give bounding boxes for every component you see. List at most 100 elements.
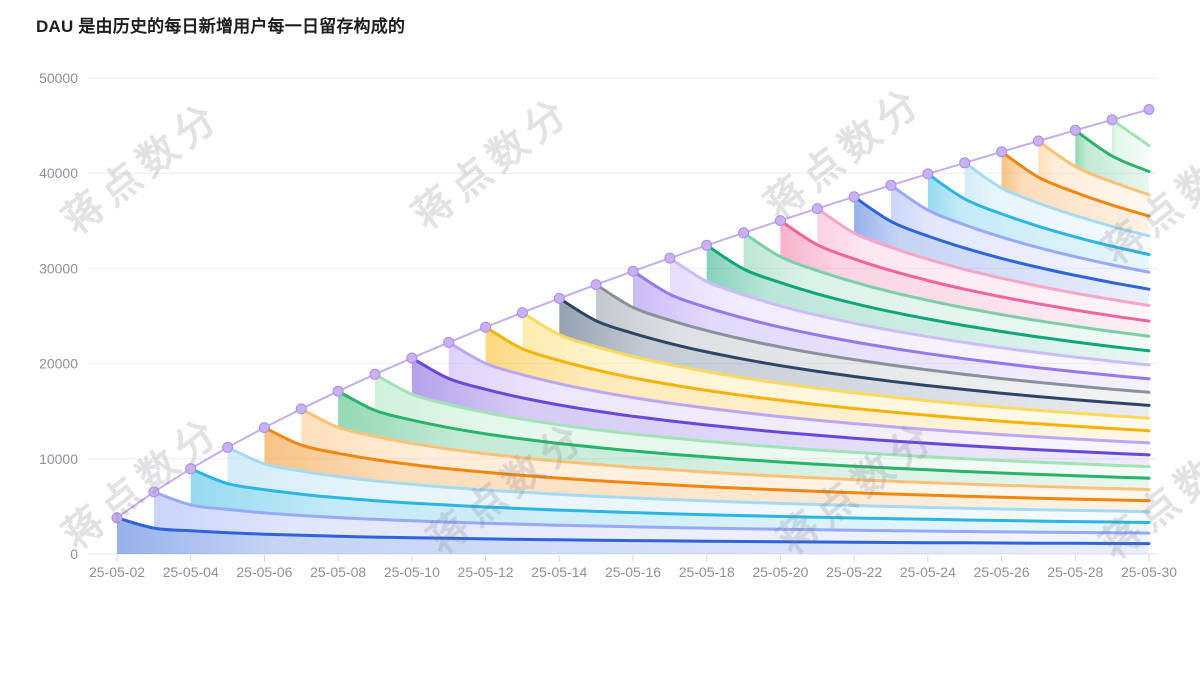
dau-point-25-05-22[interactable] [848,191,860,203]
dau-point-25-05-05[interactable] [222,441,234,453]
x-tick-label: 25-05-26 [974,564,1030,580]
cohort-band-25-05-29[interactable] [1112,119,1149,172]
x-tick-label: 25-05-18 [679,564,735,580]
cohort-band-25-05-04[interactable] [190,468,1149,534]
cohort-retention-line-25-05-06 [262,426,1151,503]
x-tick-label: 25-05-16 [605,564,661,580]
cohort-band-25-05-21[interactable] [817,208,1149,322]
dau-point-25-05-21[interactable] [811,203,823,215]
dau-point-25-05-16[interactable] [627,265,639,277]
cohort-retention-line-25-05-10 [410,356,1151,457]
y-tick-label: 20000 [39,356,78,372]
dau-point-25-05-17[interactable] [664,252,676,264]
cohort-band-25-05-02[interactable] [117,517,1149,554]
cohort-retention-line-25-05-04 [189,467,1151,524]
cohort-band-25-05-06[interactable] [264,427,1149,512]
cohort-band-25-05-09[interactable] [375,374,1149,479]
cohort-retention-line-25-05-23 [889,183,1151,274]
y-tick-label: 50000 [39,70,78,86]
y-tick-label: 40000 [39,165,78,181]
cohort-retention-line-25-05-18 [705,243,1151,353]
x-tick-label: 25-05-24 [900,564,956,580]
y-tick-label: 0 [70,546,78,562]
envelope-layer [111,104,1155,524]
dau-point-25-05-08[interactable] [332,385,344,397]
cohort-band-25-05-22[interactable] [854,196,1149,306]
cohort-retention-line-25-05-12 [484,325,1151,433]
cohort-retention-line-25-05-03 [152,490,1151,535]
dau-point-25-05-11[interactable] [443,336,455,348]
x-tick-label: 25-05-22 [826,564,882,580]
cohort-retention-line-25-05-15 [594,283,1151,394]
dau-point-25-05-28[interactable] [1069,124,1081,136]
cohort-band-25-05-13[interactable] [522,312,1149,431]
dau-point-25-05-26[interactable] [996,146,1008,158]
x-tick-label: 25-05-04 [163,564,219,580]
cohort-retention-line-25-05-25 [963,161,1151,238]
x-tick-label: 25-05-12 [458,564,514,580]
cohort-lines-layer [115,118,1151,546]
cohort-band-25-05-07[interactable] [301,408,1149,501]
dau-point-25-05-30[interactable] [1143,104,1155,115]
dau-point-25-05-15[interactable] [590,279,602,291]
x-tick-label: 25-05-06 [236,564,292,580]
dau-point-25-05-12[interactable] [480,321,492,333]
cohort-retention-line-25-05-07 [299,407,1151,491]
cohort-retention-line-25-05-14 [557,296,1151,407]
x-tick-label: 25-05-20 [752,564,808,580]
dau-point-25-05-25[interactable] [959,157,971,169]
cohort-band-25-05-25[interactable] [964,162,1149,255]
cohort-retention-line-25-05-20 [778,219,1151,323]
cohort-band-25-05-05[interactable] [227,447,1150,523]
cohort-retention-line-25-05-26 [1000,150,1151,218]
cohort-retention-line-25-05-29 [1110,118,1151,148]
cohort-band-25-05-15[interactable] [596,284,1149,406]
cohort-band-25-05-27[interactable] [1038,141,1149,217]
cohort-band-25-05-19[interactable] [743,232,1149,351]
chart-title: DAU 是由历史的每日新增用户每一日留存构成的 [36,17,406,36]
dau-point-25-05-06[interactable] [258,422,270,434]
cohort-retention-line-25-05-09 [373,372,1151,469]
cohort-retention-line-25-05-02 [115,516,1151,546]
cohort-band-25-05-10[interactable] [411,358,1149,467]
y-tick-label: 30000 [39,260,78,276]
dau-point-25-05-02[interactable] [111,512,123,524]
cohort-retention-line-25-05-28 [1073,128,1151,173]
cohort-band-25-05-08[interactable] [338,391,1150,490]
dau-point-25-05-09[interactable] [369,368,381,380]
dau-point-25-05-04[interactable] [185,463,197,475]
dau-point-25-05-07[interactable] [295,403,307,415]
dau-point-25-05-29[interactable] [1106,114,1118,126]
dau-point-25-05-10[interactable] [406,352,418,364]
x-tick-label: 25-05-08 [310,564,366,580]
cohort-band-25-05-18[interactable] [706,245,1149,365]
cohort-band-25-05-17[interactable] [669,258,1149,379]
cohort-retention-line-25-05-22 [852,195,1151,291]
cohort-retention-line-25-05-08 [336,389,1151,480]
cohort-retention-line-25-05-05 [226,445,1151,514]
cohort-retention-line-25-05-13 [520,311,1151,420]
dau-point-25-05-18[interactable] [701,239,713,251]
dau-point-25-05-03[interactable] [148,486,160,498]
dau-point-25-05-24[interactable] [922,168,934,180]
dau-point-25-05-23[interactable] [885,179,897,191]
cohort-retention-line-25-05-27 [1036,139,1151,197]
cohort-band-25-05-16[interactable] [633,271,1149,393]
x-tick-label: 25-05-28 [1047,564,1103,580]
cohort-band-25-05-03[interactable] [153,491,1149,544]
dau-point-25-05-27[interactable] [1032,135,1044,147]
x-tick-label: 25-05-30 [1121,564,1177,580]
cohort-retention-line-25-05-24 [926,172,1151,256]
dau-point-25-05-20[interactable] [774,215,786,227]
cohort-retention-line-25-05-16 [631,269,1151,381]
cohort-retention-line-25-05-21 [815,207,1151,307]
cohort-band-25-05-24[interactable] [927,173,1149,273]
dau-point-25-05-13[interactable] [516,307,528,319]
cohort-retention-line-25-05-11 [447,340,1151,445]
cohort-band-25-05-14[interactable] [559,298,1149,419]
dau-point-25-05-19[interactable] [738,227,750,239]
cohort-band-25-05-23[interactable] [891,185,1149,290]
dau-point-25-05-14[interactable] [553,292,565,304]
cohort-band-25-05-28[interactable] [1075,130,1149,195]
